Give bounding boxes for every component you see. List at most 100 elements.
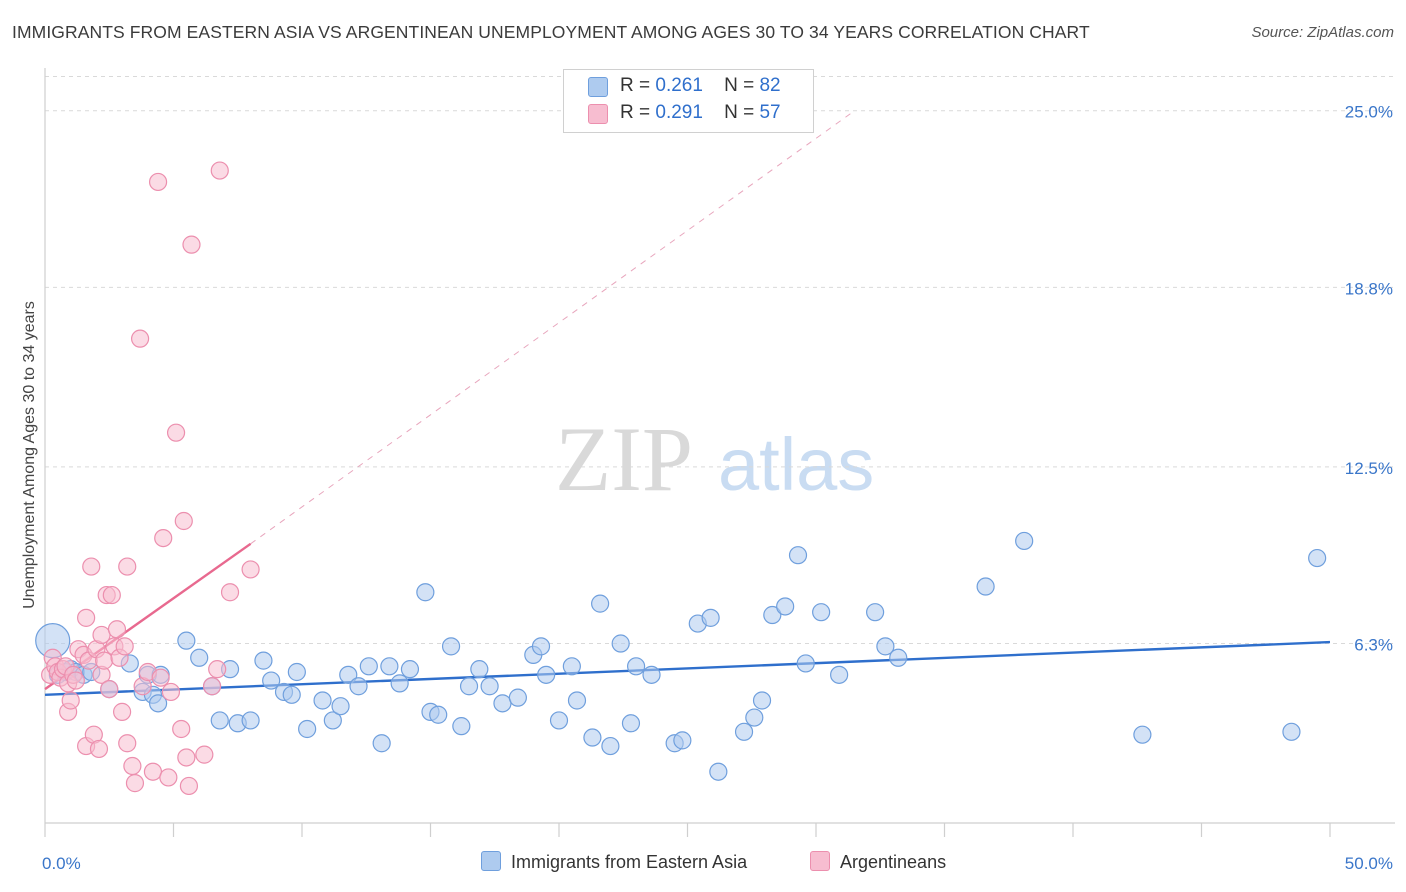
axes (44, 68, 1395, 837)
eastern-asia-point (400, 660, 420, 679)
eastern-asia-swatch (588, 77, 608, 97)
eastern-asia-point (752, 691, 772, 710)
y-tick-label: 12.5% (1345, 459, 1393, 478)
argentineans-point (208, 660, 227, 679)
eastern-asia-point (493, 694, 512, 713)
argentineans-point (179, 776, 199, 796)
eastern-asia-point (210, 711, 229, 730)
argentineans-point (210, 161, 229, 180)
eastern-asia-point (796, 654, 815, 673)
n-label: N = (724, 102, 755, 123)
argentineans-point (89, 739, 109, 759)
eastern-asia-point (567, 691, 587, 710)
eastern-asia-point (889, 648, 908, 667)
y-tick-label: 18.8% (1345, 279, 1393, 298)
argentineans-point (151, 668, 170, 687)
chart-title: IMMIGRANTS FROM EASTERN ASIA VS ARGENTIN… (12, 22, 1090, 42)
eastern-asia-point (177, 631, 196, 650)
correlation-legend: R = 0.261 N = 82 R = 0.291 N = 57 (563, 69, 814, 133)
eastern-asia-point (323, 711, 342, 730)
argentineans-point (100, 679, 119, 699)
eastern-asia-point (876, 637, 895, 656)
argentineans-point (177, 748, 196, 767)
argentineans-point (123, 756, 142, 776)
eastern-asia-trend-line (44, 640, 1331, 696)
r-value-argentineans: 0.291 (655, 102, 703, 123)
eastern-asia-point (673, 731, 692, 750)
eastern-asia-point (331, 697, 350, 716)
argentineans-trend-extension (250, 110, 855, 545)
eastern-asia-point (287, 662, 306, 682)
argentineans-point (148, 172, 168, 192)
argentineans-point (118, 557, 137, 576)
argentineans-point (182, 235, 201, 254)
eastern-asia-legend-label: Immigrants from Eastern Asia (511, 852, 748, 872)
eastern-asia-point (254, 651, 273, 670)
x-tick-label: 50.0% (1345, 854, 1393, 873)
source-credit: Source: ZipAtlas.com (1251, 24, 1394, 41)
eastern-asia-point (452, 717, 471, 736)
eastern-asia-point (380, 657, 399, 676)
argentineans-point (172, 719, 191, 739)
eastern-asia-point (621, 714, 641, 733)
r-label: R = (620, 75, 651, 96)
trend-lines (44, 110, 1331, 696)
y-tick-label: 6.3% (1354, 636, 1393, 655)
argentineans-point (95, 651, 114, 670)
argentineans-point (174, 511, 193, 531)
watermark-atlas: atlas (718, 423, 874, 506)
eastern-asia-point (480, 677, 499, 696)
eastern-asia-point (976, 577, 995, 596)
eastern-asia-point (734, 722, 754, 741)
argentineans-point (118, 734, 137, 753)
eastern-asia-point (701, 608, 720, 627)
eastern-asia-point (1308, 548, 1327, 568)
eastern-asia-point (1133, 725, 1152, 744)
eastern-asia-point (812, 603, 831, 622)
eastern-asia-point (416, 583, 435, 602)
zipatlas-watermark: ZIP atlas (555, 408, 874, 510)
eastern-asia-point (372, 734, 391, 753)
argentineans-point (154, 528, 173, 548)
eastern-asia-point (562, 657, 581, 676)
argentineans-point (166, 423, 186, 442)
eastern-asia-point (1282, 722, 1301, 741)
eastern-asia-point (531, 637, 551, 656)
tick-labels: 6.3% 12.5% 18.8% 25.0% 0.0% 50.0% (42, 103, 1393, 873)
eastern-asia-point (1015, 531, 1034, 551)
eastern-asia-point (282, 685, 301, 704)
argentineans-point (82, 557, 101, 576)
argentineans-point (220, 583, 240, 602)
argentineans-legend-swatch (810, 851, 830, 871)
eastern-asia-point (262, 671, 281, 690)
argentineans-point (241, 560, 260, 579)
n-value-eastern-asia: 82 (759, 75, 781, 96)
eastern-asia-point (508, 688, 527, 707)
eastern-asia-point (241, 711, 260, 730)
argentineans-point (161, 682, 181, 702)
argentineans-point (77, 608, 96, 627)
eastern-asia-point (359, 657, 378, 676)
eastern-asia-point (190, 648, 209, 667)
eastern-asia-point (339, 665, 358, 684)
eastern-asia-point (298, 719, 317, 739)
n-label: N = (724, 75, 755, 96)
eastern-asia-point (709, 762, 728, 781)
eastern-asia-point (591, 594, 610, 613)
eastern-asia-legend-swatch (481, 851, 501, 871)
eastern-asia-point (583, 728, 602, 747)
eastern-asia-point (626, 657, 646, 676)
eastern-asia-point (776, 597, 795, 616)
eastern-asia-point (148, 694, 168, 713)
r-value-eastern-asia: 0.261 (655, 75, 703, 96)
eastern-asia-point (830, 665, 849, 684)
argentineans-swatch (588, 104, 608, 124)
eastern-asia-point (470, 660, 489, 679)
eastern-asia-point (390, 674, 409, 693)
eastern-asia-point (642, 665, 661, 684)
data-points (35, 161, 1327, 796)
gridlines (45, 76, 1395, 645)
eastern-asia-point (429, 705, 448, 724)
eastern-asia-point (459, 677, 479, 696)
eastern-asia-point (763, 605, 782, 625)
